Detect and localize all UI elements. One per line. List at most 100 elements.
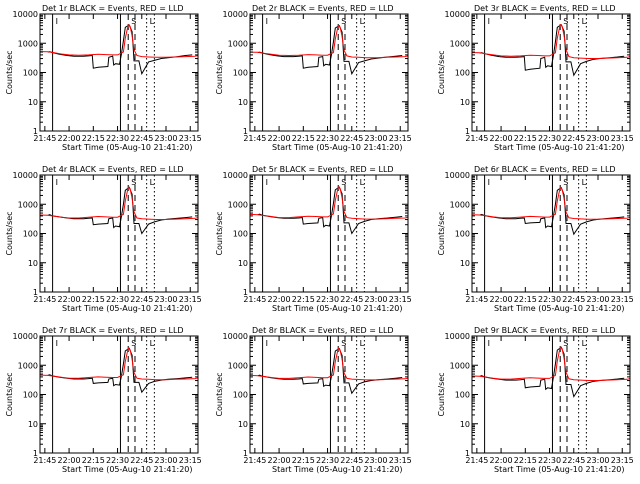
series-lld-line <box>472 186 630 220</box>
y-tick-label: 1 <box>33 449 38 458</box>
chart-panel: Det 1r BLACK = Events, RED = LLD Counts/s… <box>5 4 202 152</box>
y-tick-label: 10000 <box>445 171 470 180</box>
region-marker-label: I <box>266 178 268 187</box>
x-tick-label: 23:00 <box>154 134 177 143</box>
x-tick-label: 22:15 <box>292 134 315 143</box>
series-events-line <box>257 24 403 76</box>
x-tick-label: 23:15 <box>389 456 412 465</box>
region-marker-label: L <box>360 17 365 26</box>
series-events-line <box>257 186 403 235</box>
y-tick-label: 100 <box>23 230 38 239</box>
region-marker-label: L <box>360 339 365 348</box>
y-axis-label: Counts/sec <box>437 50 446 94</box>
chart-panel: Det 9r BLACK = Events, RED = LLD Counts/s… <box>437 326 634 474</box>
y-tick-label: 100 <box>455 69 470 78</box>
y-axis-label: Counts/sec <box>5 50 14 94</box>
x-tick-label: 23:15 <box>611 295 634 304</box>
region-marker-label: S <box>341 178 346 187</box>
y-tick-label: 10 <box>460 259 470 268</box>
region-marker-label: L <box>150 17 155 26</box>
plot-frame <box>39 335 199 454</box>
chart-panel: Det 5r BLACK = Events, RED = LLD Counts/s… <box>215 165 412 313</box>
series-events-line <box>479 346 625 398</box>
series-events-line <box>479 23 625 77</box>
region-marker-label: I <box>488 178 490 187</box>
region-marker-label: L <box>582 17 587 26</box>
chart-title: Det 7r BLACK = Events, RED = LLD <box>42 326 184 335</box>
x-tick-label: 22:30 <box>316 456 339 465</box>
plot-frame <box>39 13 199 132</box>
region-marker-label: L <box>150 178 155 187</box>
y-tick-label: 1 <box>33 288 38 297</box>
y-tick-label: 1000 <box>18 39 38 48</box>
y-axis-label: Counts/sec <box>5 372 14 416</box>
x-tick-label: 22:45 <box>130 456 153 465</box>
x-tick-label: 22:45 <box>340 456 363 465</box>
series-group <box>250 24 408 76</box>
x-tick-label: 23:00 <box>154 456 177 465</box>
series-events-line <box>47 24 193 76</box>
y-tick-label: 1 <box>33 127 38 136</box>
y-tick-label: 100 <box>233 230 248 239</box>
y-tick-label: 10000 <box>13 332 38 341</box>
y-tick-label: 1000 <box>450 39 470 48</box>
y-tick-label: 1000 <box>228 39 248 48</box>
y-tick-label: 10000 <box>445 10 470 19</box>
region-marker-label: I <box>488 17 490 26</box>
x-tick-label: 23:00 <box>154 295 177 304</box>
x-tick-label: 22:15 <box>292 295 315 304</box>
plot-frame <box>39 174 199 293</box>
y-tick-label: 10000 <box>223 171 248 180</box>
x-tick-label: 21:45 <box>243 134 266 143</box>
series-events-line <box>47 347 193 394</box>
series-group <box>250 347 408 395</box>
y-tick-label: 100 <box>233 391 248 400</box>
series-events-line <box>479 186 625 236</box>
y-tick-label: 10 <box>460 420 470 429</box>
y-tick-label: 10000 <box>13 10 38 19</box>
x-tick-label: 23:00 <box>364 134 387 143</box>
y-tick-label: 1000 <box>228 200 248 209</box>
x-tick-label: 22:15 <box>82 134 105 143</box>
y-tick-label: 1000 <box>18 361 38 370</box>
series-lld-line <box>40 186 198 220</box>
y-tick-label: 10 <box>238 420 248 429</box>
start-time-label: Start Time (05-Aug-10 21:41:20) <box>494 304 625 313</box>
x-tick-label: 23:15 <box>179 134 202 143</box>
y-tick-label: 100 <box>233 69 248 78</box>
x-tick-label: 22:30 <box>538 295 561 304</box>
x-tick-label: 22:30 <box>316 134 339 143</box>
x-tick-label: 21:45 <box>33 134 56 143</box>
x-tick-label: 22:00 <box>490 295 513 304</box>
chart-title: Det 3r BLACK = Events, RED = LLD <box>474 4 616 13</box>
x-tick-label: 22:15 <box>514 134 537 143</box>
x-tick-label: 23:00 <box>364 456 387 465</box>
region-marker-label: L <box>582 178 587 187</box>
series-lld-line <box>250 24 408 59</box>
y-tick-label: 1000 <box>450 200 470 209</box>
x-tick-label: 22:15 <box>292 456 315 465</box>
x-tick-label: 23:15 <box>389 134 412 143</box>
y-tick-label: 1000 <box>18 200 38 209</box>
y-tick-label: 10 <box>238 98 248 107</box>
chart-title: Det 1r BLACK = Events, RED = LLD <box>42 4 184 13</box>
start-time-label: Start Time (05-Aug-10 21:41:20) <box>272 304 403 313</box>
x-tick-label: 23:15 <box>611 134 634 143</box>
start-time-label: Start Time (05-Aug-10 21:41:20) <box>62 143 193 152</box>
x-tick-label: 22:00 <box>58 134 81 143</box>
region-marker-label: S <box>563 178 568 187</box>
y-axis-label: Counts/sec <box>215 50 224 94</box>
series-events-line <box>257 347 403 395</box>
start-time-label: Start Time (05-Aug-10 21:41:20) <box>62 304 193 313</box>
x-tick-label: 22:15 <box>82 295 105 304</box>
series-group <box>250 186 408 235</box>
region-marker-label: I <box>56 178 58 187</box>
chart-panel: Det 8r BLACK = Events, RED = LLD Counts/s… <box>215 326 412 474</box>
x-tick-label: 21:45 <box>33 456 56 465</box>
y-axis-label: Counts/sec <box>437 211 446 255</box>
x-tick-label: 22:00 <box>268 134 291 143</box>
region-marker-label: S <box>341 17 346 26</box>
start-time-label: Start Time (05-Aug-10 21:41:20) <box>272 143 403 152</box>
